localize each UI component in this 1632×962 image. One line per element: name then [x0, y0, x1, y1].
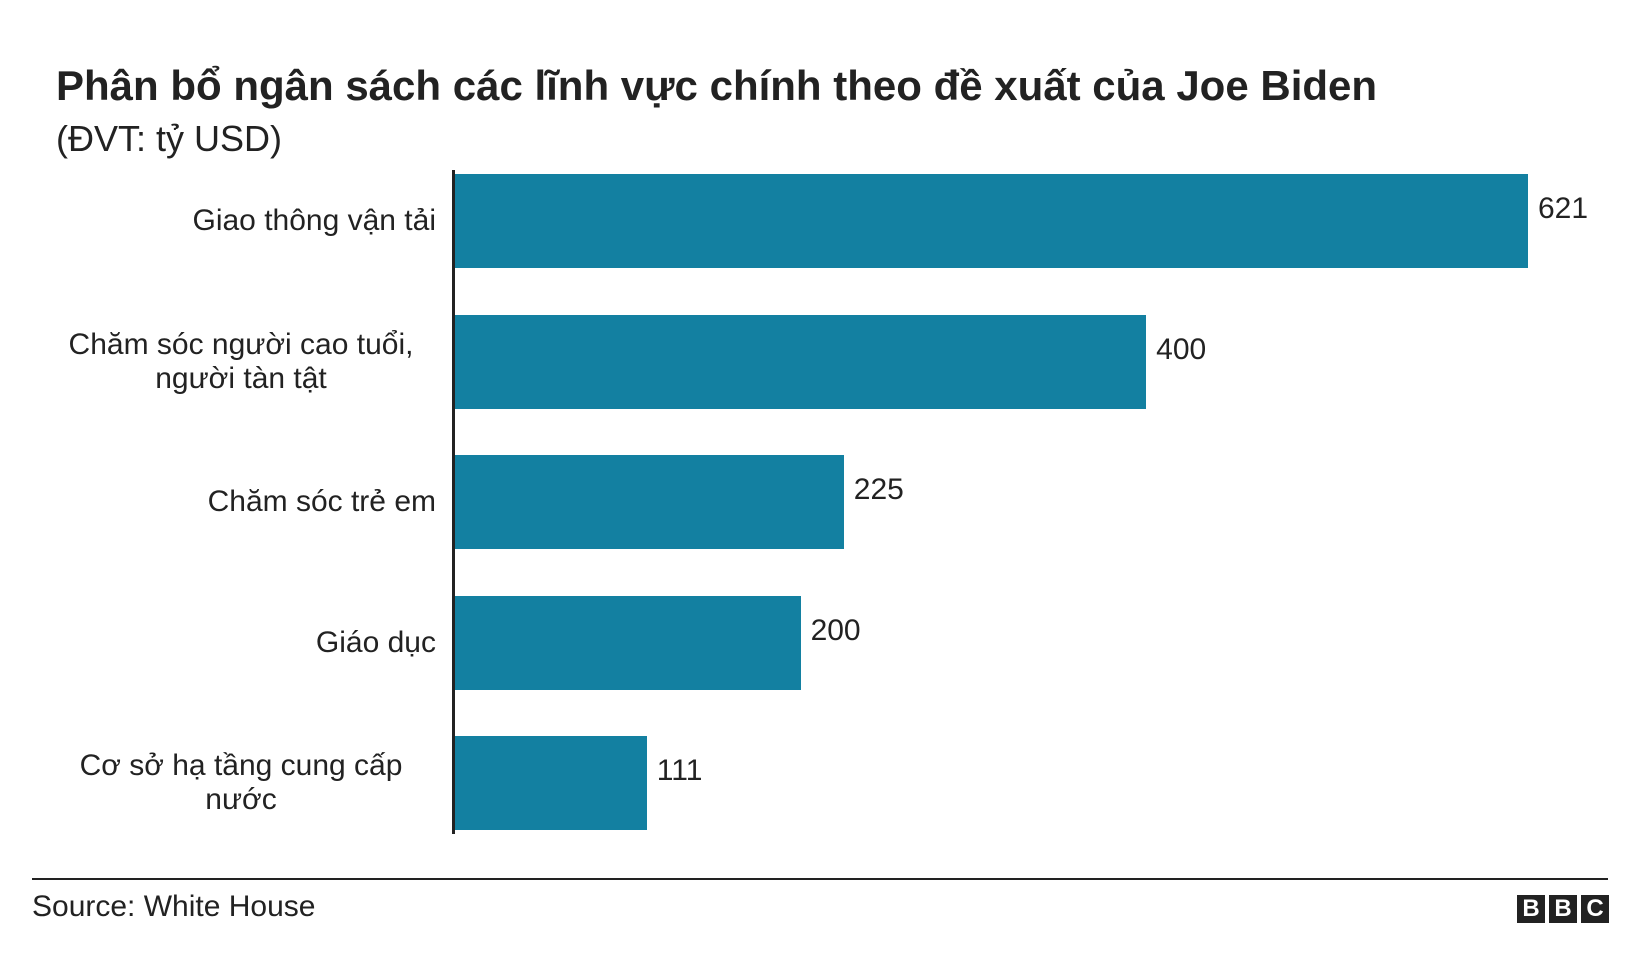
category-label: Chăm sóc người cao tuổi, người tàn tật [36, 315, 436, 409]
axis-line [452, 170, 455, 834]
value-label: 111 [656, 754, 703, 787]
category-label: Chăm sóc trẻ em [36, 455, 436, 549]
category-label: Giao thông vận tải [36, 174, 436, 268]
value-label: 400 [1156, 332, 1207, 366]
logo-letter: C [1581, 895, 1609, 923]
bar [455, 314, 1147, 409]
footer-rule [32, 878, 1608, 880]
source: Source: White House [32, 890, 316, 923]
value-label: 621 [1538, 192, 1589, 225]
bar [455, 595, 801, 690]
category-text: Cơ sở hạ tầng cung cấp nước [79, 749, 403, 816]
chart-subtitle: (ĐVT: tỷ USD) [56, 118, 283, 159]
value-label: 225 [853, 473, 904, 506]
bar [455, 736, 647, 830]
category-text: Giao thông vận tải [192, 204, 436, 237]
category-label: Giáo dục [36, 596, 436, 690]
logo-letter: B [1549, 895, 1577, 923]
bar [455, 174, 1528, 268]
category-text: Chăm sóc người cao tuổi, người tàn tật [68, 327, 414, 395]
bar [455, 455, 844, 549]
category-label: Cơ sở hạ tầng cung cấp nước [36, 736, 436, 830]
category-text: Giáo dục [315, 625, 436, 659]
value-label: 200 [810, 613, 861, 647]
logo-letter: B [1517, 895, 1545, 923]
category-text: Chăm sóc trẻ em [207, 485, 436, 518]
chart-title: Phân bổ ngân sách các lĩnh vực chính the… [56, 62, 1378, 109]
